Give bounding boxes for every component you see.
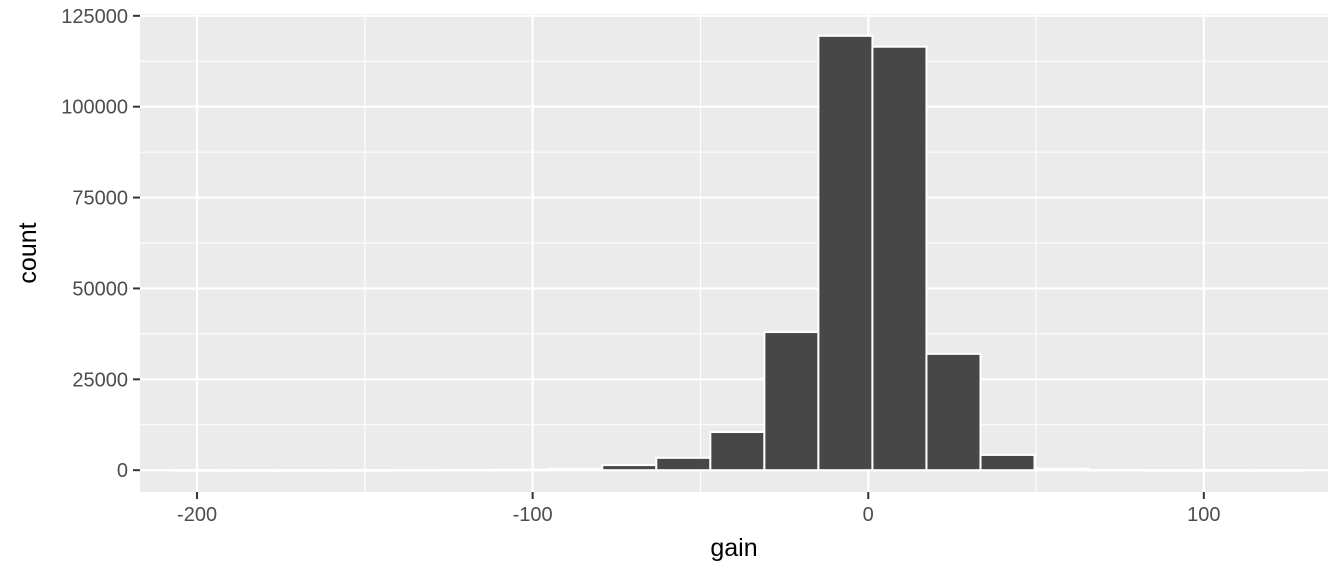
- histogram-bar: [1087, 468, 1144, 472]
- histogram-bar: [547, 467, 604, 472]
- histogram-bar: [493, 468, 550, 472]
- histogram-bar: [601, 464, 658, 472]
- x-tick-label: -100: [513, 504, 553, 526]
- histogram-bar: [1033, 467, 1090, 472]
- histogram-bar: [709, 431, 766, 472]
- histogram-bar: [331, 469, 388, 472]
- histogram-bar: [871, 45, 928, 472]
- x-tick-label: 0: [863, 504, 874, 526]
- y-tick-label: 25000: [72, 369, 128, 391]
- histogram-bar: [817, 34, 874, 472]
- histogram-bar: [655, 456, 712, 472]
- y-tick-label: 100000: [61, 97, 128, 119]
- histogram-bar: [169, 469, 226, 472]
- histogram-bar: [277, 469, 334, 472]
- x-tick-label: -200: [177, 504, 217, 526]
- histogram-bar: [925, 352, 982, 472]
- y-tick-label: 50000: [72, 278, 128, 300]
- histogram-bar: [223, 469, 280, 472]
- histogram-bar: [979, 453, 1036, 472]
- x-tick-label: 100: [1187, 504, 1220, 526]
- y-tick-label: 125000: [61, 6, 128, 28]
- histogram-bar: [763, 331, 820, 472]
- histogram-bar: [1249, 469, 1306, 472]
- y-axis-title: count: [14, 222, 42, 283]
- y-tick-label: 75000: [72, 188, 128, 210]
- histogram-bar: [1195, 469, 1252, 472]
- x-axis-title: gain: [710, 534, 757, 562]
- plot-panel: [140, 14, 1328, 492]
- histogram-bar: [1141, 469, 1198, 472]
- y-tick-label: 0: [117, 460, 128, 482]
- histogram-bar: [439, 468, 496, 472]
- histogram-bars: [169, 34, 1306, 472]
- axes: -200 -100 0 100 0 25000 50000 75000 100000 125000: [61, 6, 1220, 526]
- histogram-bar: [385, 469, 442, 472]
